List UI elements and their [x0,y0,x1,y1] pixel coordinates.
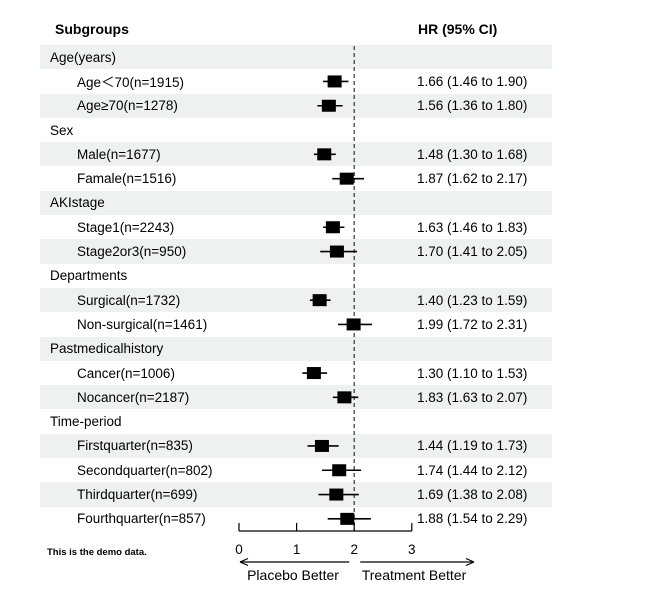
table-row: Cancer(n=1006) 1.30 (1.10 to 1.53) [40,361,552,385]
hr-ci-value: 1.44 (1.19 to 1.73) [417,438,528,454]
group-label: Pastmedicalhistory [50,341,164,357]
hr-ci-value: 1.40 (1.23 to 1.59) [417,292,528,308]
group-row: Sex [40,118,552,142]
group-label: Sex [50,122,74,138]
subgroup-label: Nocancer(n=2187) [77,389,190,405]
hr-ci-value: 1.66 (1.46 to 1.90) [417,73,528,89]
axis-label-placebo-better: Placebo Better [247,567,339,583]
subgroup-label: Cancer(n=1006) [77,365,175,381]
table-row: Fourthquarter(n=857) 1.88 (1.54 to 2.29) [40,507,552,531]
hr-ci-value: 1.63 (1.46 to 1.83) [417,219,528,235]
subgroup-label: Male(n=1677) [77,146,161,162]
subgroup-label: Stage2or3(n=950) [77,244,187,260]
hr-ci-value: 1.87 (1.62 to 2.17) [417,171,528,187]
table-row: Thirdquarter(n=699) 1.69 (1.38 to 2.08) [40,482,552,507]
hr-ci-value: 1.48 (1.30 to 1.68) [417,146,528,162]
group-row: AKIstage [40,190,552,216]
column-header-subgroups: Subgroups [55,21,129,37]
hr-ci-value: 1.88 (1.54 to 2.29) [417,511,528,527]
subgroup-label: Age＜70(n=1915) [77,75,184,91]
column-header-hr-ci: HR (95% CI) [418,21,498,37]
hr-ci-value: 1.69 (1.38 to 2.08) [417,487,528,503]
subgroup-label: Thirdquarter(n=699) [77,487,198,503]
hr-ci-value: 1.83 (1.63 to 2.07) [417,389,528,405]
group-row: Departments [40,264,552,288]
table-row: Firstquarter(n=835) 1.44 (1.19 to 1.73) [40,433,552,459]
subgroup-label: Firstquarter(n=835) [77,438,193,454]
group-row: Age(years) [40,45,552,70]
table-row: Stage1(n=2243) 1.63 (1.46 to 1.83) [40,215,552,239]
subgroup-label: Stage1(n=2243) [77,219,175,235]
table-row: Famale(n=1516) 1.87 (1.62 to 2.17) [40,167,552,191]
hr-ci-value: 1.30 (1.10 to 1.53) [417,365,528,381]
subgroup-label: Famale(n=1516) [77,171,177,187]
table-row: Male(n=1677) 1.48 (1.30 to 1.68) [40,142,552,167]
table-row: Stage2or3(n=950) 1.70 (1.41 to 2.05) [40,239,552,264]
hr-ci-value: 1.99 (1.72 to 2.31) [417,316,528,332]
group-label: AKIstage [50,195,105,211]
hr-ci-value: 1.70 (1.41 to 2.05) [417,244,528,260]
axis-label-treatment-better: Treatment Better [361,567,467,583]
hr-ci-value: 1.74 (1.44 to 2.12) [417,462,528,478]
group-row: Pastmedicalhistory [40,336,552,361]
group-label: Age(years) [50,49,117,65]
table-row: Age＜70(n=1915) 1.66 (1.46 to 1.90) [40,69,552,93]
subgroup-label: Non-surgical(n=1461) [77,316,208,332]
subgroup-label: Fourthquarter(n=857) [77,511,206,527]
table-row: Non-surgical(n=1461) 1.99 (1.72 to 2.31) [40,312,552,336]
group-row: Time-period [40,410,552,434]
table-row: Secondquarter(n=802) 1.74 (1.44 to 2.12) [40,458,552,482]
hr-ci-value: 1.56 (1.36 to 1.80) [417,98,528,114]
footnote: This is the demo data. [47,547,147,558]
table-row: Surgical(n=1732) 1.40 (1.23 to 1.59) [40,288,552,313]
subgroup-label: Age≥70(n=1278) [77,98,178,114]
group-label: Time-period [50,414,122,430]
table-row: Nocancer(n=2187) 1.83 (1.63 to 2.07) [40,385,552,410]
table-row: Age≥70(n=1278) 1.56 (1.36 to 1.80) [40,93,552,118]
group-label: Departments [50,268,128,284]
subgroup-label: Secondquarter(n=802) [77,462,213,478]
subgroup-label: Surgical(n=1732) [77,292,181,308]
